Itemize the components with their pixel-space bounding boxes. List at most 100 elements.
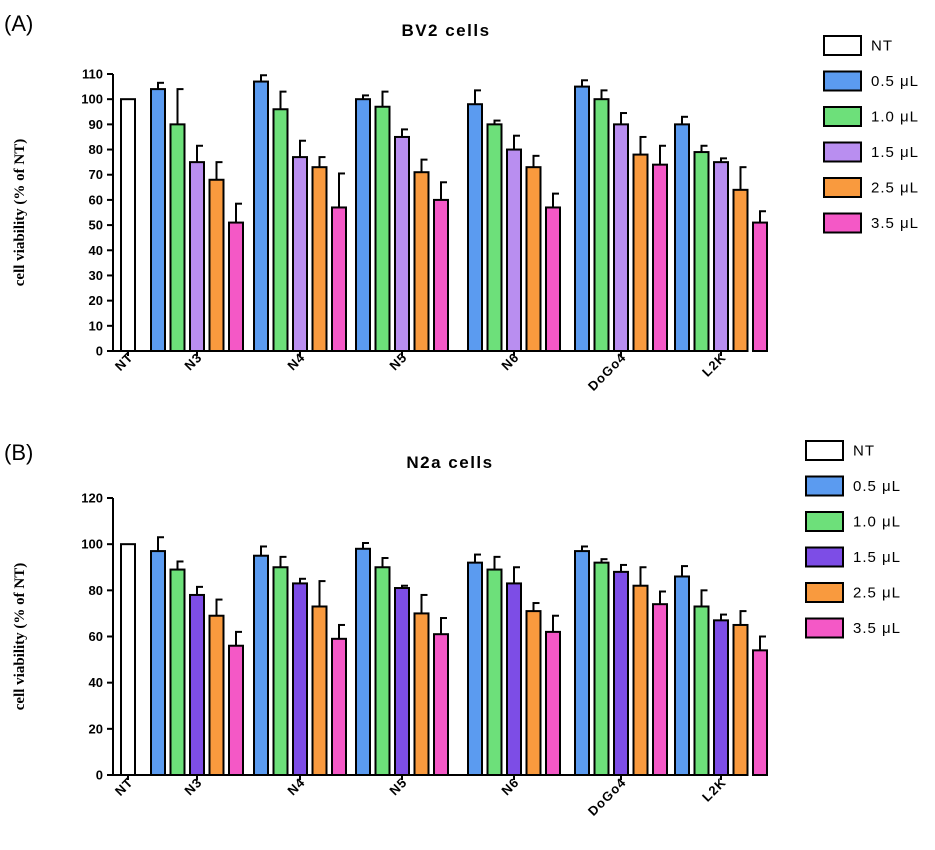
y-tick-label: 60 [89, 192, 103, 207]
legend-swatch [805, 546, 844, 568]
legend-swatch [823, 106, 862, 127]
panel-label: (B) [4, 440, 33, 465]
y-axis-label: cell viability (% of NT) [12, 563, 28, 710]
y-tick-label: 110 [82, 67, 103, 82]
bar-DoGo4-2.5μL [632, 153, 649, 352]
bar-DoGo4-1.0μL [593, 561, 610, 777]
bar-N5-1.5μL [394, 587, 410, 777]
y-tick-label: 90 [89, 117, 103, 132]
y-tick-label: 10 [89, 318, 103, 333]
y-tick-label: 60 [89, 629, 103, 644]
bar-N6-1.5μL [506, 148, 522, 352]
y-tick-label: 80 [89, 583, 103, 598]
x-tick-label: N6 [498, 350, 522, 374]
bar-N3-1.0μL [169, 123, 186, 353]
chart-title: BV2 cells [401, 21, 490, 40]
legend-swatch [823, 177, 862, 198]
bar-L2K-1.5μL [713, 619, 729, 777]
bar-N6-0.5μL [467, 103, 483, 352]
legend-label: NT [871, 38, 893, 55]
y-tick-label: 0 [96, 344, 103, 359]
bar-DoGo4-0.5μL [574, 85, 590, 352]
legend-label: 2.5 μL [871, 180, 919, 197]
legend-swatch [805, 511, 844, 532]
bar-N3-0.5μL [150, 88, 166, 352]
bar-DoGo4-1.5μL [613, 123, 629, 353]
bar-N3-2.5μL [208, 178, 225, 352]
bar-N3-1.5μL [189, 593, 205, 777]
bar-N5-1.0μL [374, 566, 391, 776]
bar-N3-0.5μL [150, 550, 166, 777]
bar-N6-0.5μL [467, 561, 483, 777]
legend-label: 0.5 μL [871, 73, 919, 90]
x-tick-label: N6 [498, 775, 522, 799]
x-tick-label: DoGo4 [585, 775, 629, 819]
y-tick-label: 70 [89, 167, 103, 182]
bar-N5-3.5μL [433, 198, 449, 352]
bar-N5-0.5μL [355, 98, 371, 352]
bar-N3-1.0μL [169, 568, 186, 777]
y-tick-label: 50 [89, 218, 103, 233]
panel-label: (A) [4, 11, 33, 36]
bar-N4-3.5μL [331, 637, 347, 777]
bar-N4-1.0μL [272, 108, 289, 352]
bar-N5-0.5μL [355, 547, 371, 776]
bar-N4-1.0μL [272, 566, 289, 776]
bar-N4-0.5μL [253, 80, 269, 353]
bar-L2K-1.0μL [693, 605, 710, 776]
y-tick-label: 100 [81, 537, 103, 552]
x-tick-label: L2K [699, 350, 729, 380]
bar-N4-2.5μL [311, 166, 328, 352]
bar-L2K-3.5μL [752, 649, 768, 776]
x-tick-label: N3 [181, 350, 205, 374]
bar-L2K-0.5μL [674, 575, 690, 776]
x-tick-label: N3 [181, 775, 205, 799]
legend-swatch [823, 35, 862, 56]
legend-label: 1.0 μL [871, 109, 919, 126]
legend-label: 2.5 μL [853, 585, 901, 602]
bar-N6-1.0μL [486, 568, 503, 777]
bar-DoGo4-1.5μL [613, 570, 629, 776]
legend-swatch [805, 475, 844, 497]
legend-swatch [805, 582, 844, 603]
bar-N6-1.5μL [506, 582, 522, 776]
bar-DoGo4-1.0μL [593, 98, 610, 352]
y-tick-label: 20 [89, 293, 103, 308]
bar-N5-3.5μL [433, 633, 449, 776]
x-tick-label: N5 [386, 775, 410, 799]
x-tick-label: N4 [284, 775, 308, 799]
bar-N3-1.5μL [189, 161, 205, 352]
x-tick-label: N5 [386, 350, 410, 374]
bar-NT-NT [120, 98, 136, 352]
bar-L2K-2.5μL [732, 623, 749, 776]
legend-swatch [823, 141, 862, 163]
chart-panel-0: (A) BV2 cells cell viability (% of NT) 0 10 2… [4, 11, 919, 394]
bar-N3-3.5μL [228, 221, 244, 352]
bar-N4-3.5μL [331, 206, 347, 352]
legend-swatch [823, 212, 862, 234]
legend-swatch [823, 70, 862, 92]
chart-panel-1: (B) N2a cells cell viability (% of NT) 0 20 4… [4, 440, 901, 819]
y-axis-label: cell viability (% of NT) [12, 139, 28, 286]
x-tick-label: DoGo4 [585, 350, 629, 394]
y-tick-label: 120 [81, 491, 103, 506]
bar-DoGo4-3.5μL [652, 603, 668, 777]
x-tick-label: N4 [284, 350, 308, 374]
y-tick-label: 0 [96, 768, 103, 783]
bar-N4-1.5μL [292, 156, 308, 352]
bar-DoGo4-3.5μL [652, 163, 668, 352]
bar-DoGo4-0.5μL [574, 550, 590, 777]
y-tick-label: 100 [81, 92, 103, 107]
bar-DoGo4-2.5μL [632, 584, 649, 777]
legend-label: 1.0 μL [853, 514, 901, 531]
bar-N3-3.5μL [228, 644, 244, 776]
bar-L2K-3.5μL [752, 221, 768, 352]
bar-N6-2.5μL [525, 610, 542, 776]
legend-label: 1.5 μL [853, 549, 901, 566]
y-tick-label: 30 [89, 268, 103, 283]
bar-N6-1.0μL [486, 123, 503, 353]
legend-label: 3.5 μL [853, 620, 901, 637]
legend-label: 1.5 μL [871, 144, 919, 161]
bar-L2K-1.5μL [713, 161, 729, 352]
